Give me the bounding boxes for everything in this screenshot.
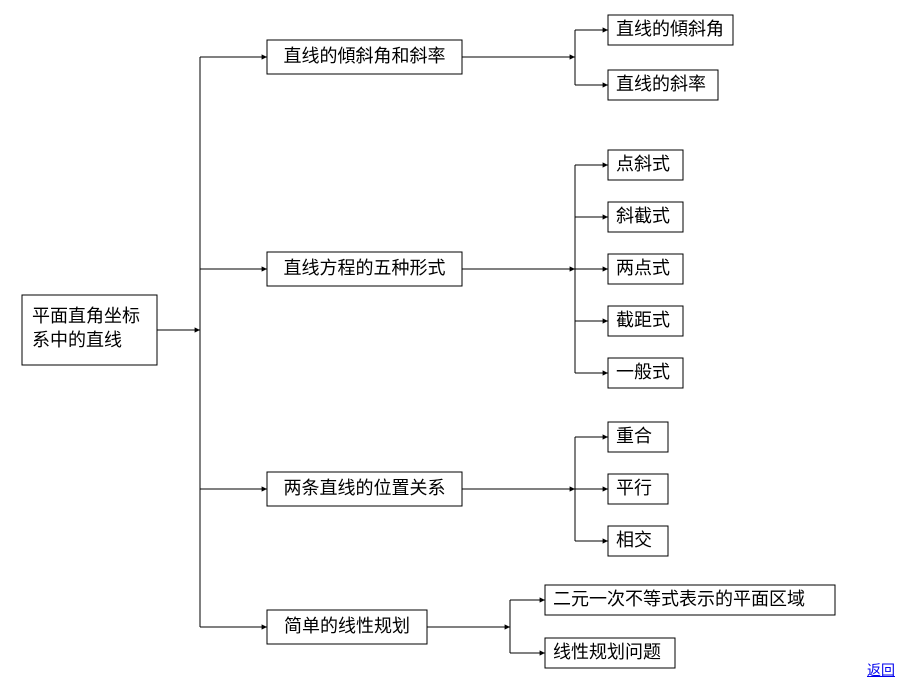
branch-label-linear: 简单的线性规划 xyxy=(284,616,410,636)
return-link[interactable]: 返回 xyxy=(867,660,895,680)
leaf-label-forms-0: 点斜式 xyxy=(616,154,670,174)
branch-label-forms: 直线方程的五种形式 xyxy=(284,258,446,278)
branch-label-relation: 两条直线的位置关系 xyxy=(284,478,446,498)
leaf-label-relation-0: 重合 xyxy=(616,426,652,446)
leaf-label-linear-1: 线性规划问题 xyxy=(553,642,661,662)
leaf-label-forms-3: 截距式 xyxy=(616,310,670,330)
tree-diagram: 平面直角坐标系中的直线 直线的傾斜角和斜率 直线的傾斜角直线的斜率直线方程的五种形式… xyxy=(0,0,920,690)
leaf-label-slope-1: 直线的斜率 xyxy=(616,74,706,94)
leaf-label-slope-0: 直线的傾斜角 xyxy=(616,19,724,39)
leaf-label-relation-1: 平行 xyxy=(616,478,652,498)
leaf-label-forms-1: 斜截式 xyxy=(616,206,670,226)
leaf-label-linear-0: 二元一次不等式表示的平面区域 xyxy=(553,589,805,609)
root-label-2: 系中的直线 xyxy=(32,330,122,350)
leaf-label-forms-4: 一般式 xyxy=(616,362,670,382)
leaf-label-relation-2: 相交 xyxy=(616,530,652,550)
root-label-1: 平面直角坐标 xyxy=(32,306,140,326)
branch-label-slope: 直线的傾斜角和斜率 xyxy=(284,46,446,66)
leaf-label-forms-2: 两点式 xyxy=(616,258,670,278)
